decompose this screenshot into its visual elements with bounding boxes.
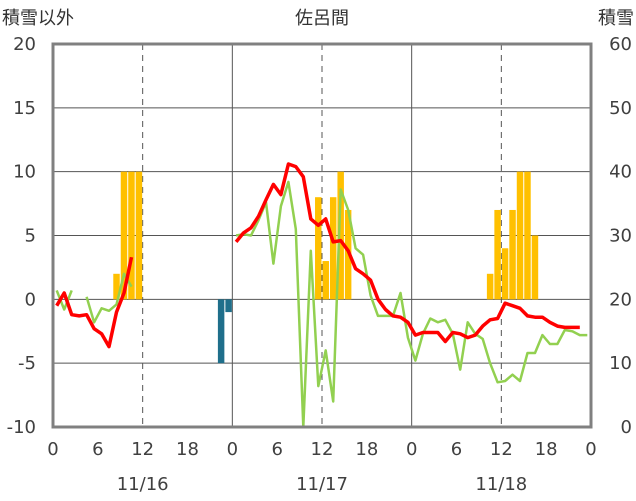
snow-bar	[509, 209, 516, 300]
day-label: 11/18	[475, 474, 527, 495]
x-tick-label: 0	[406, 439, 417, 460]
series-line-red	[55, 162, 580, 349]
left-tick-label: 0	[25, 289, 36, 310]
chart-title: 佐呂間	[295, 8, 349, 29]
x-tick-label: 18	[176, 439, 199, 460]
plot-border	[51, 42, 593, 429]
snow-bar	[516, 171, 524, 300]
bars	[113, 171, 539, 364]
labels: 積雪以外 佐呂間 積雪	[2, 8, 634, 29]
x-tick-label: 6	[451, 439, 462, 460]
x-tick-label: 0	[47, 439, 58, 460]
snow-bar	[315, 197, 322, 300]
snow-bar	[135, 171, 143, 300]
snow-bar	[120, 171, 128, 300]
right-tick-label: 40	[609, 162, 632, 183]
right-tick-label: 30	[609, 226, 632, 247]
snow-bar	[113, 273, 120, 300]
snow-bar	[531, 235, 539, 300]
x-tick-label: 18	[355, 439, 378, 460]
day-label: 11/16	[117, 474, 169, 495]
left-axis-title: 積雪以外	[2, 8, 74, 29]
left-tick-label: 15	[13, 98, 36, 119]
x-tick-label: 0	[227, 439, 238, 460]
day-label: 11/17	[296, 474, 348, 495]
negative-bar	[225, 299, 232, 313]
x-tick-label: 18	[535, 439, 558, 460]
snow-bar	[128, 171, 135, 300]
plot-frame	[51, 42, 593, 429]
right-tick-label: 20	[609, 289, 632, 310]
right-tick-label: 50	[609, 98, 632, 119]
snow-bar	[501, 248, 509, 300]
right-tick-label: 10	[609, 353, 632, 374]
x-tick-label: 0	[585, 439, 596, 460]
snow-bar	[486, 273, 494, 300]
negative-bar	[217, 299, 225, 364]
x-tick-label: 6	[271, 439, 282, 460]
left-tick-label: 10	[13, 162, 36, 183]
right-tick-label: 60	[609, 34, 632, 55]
x-tick-label: 12	[131, 439, 154, 460]
left-tick-label: 20	[13, 34, 36, 55]
x-tick-label: 12	[490, 439, 513, 460]
left-tick-label: 5	[25, 226, 36, 247]
snow-bar	[329, 197, 337, 300]
snow-bar	[494, 209, 501, 300]
x-tick-label: 6	[92, 439, 103, 460]
left-tick-label: -5	[18, 353, 36, 374]
x-tick-label: 12	[311, 439, 334, 460]
snow-bar	[524, 171, 531, 300]
snow-bar	[337, 171, 344, 300]
series-line-green	[55, 180, 588, 429]
right-axis-title: 積雪	[598, 8, 634, 29]
right-tick-label: 0	[621, 417, 632, 438]
snow-bar	[322, 261, 329, 300]
left-tick-label: -10	[7, 417, 36, 438]
